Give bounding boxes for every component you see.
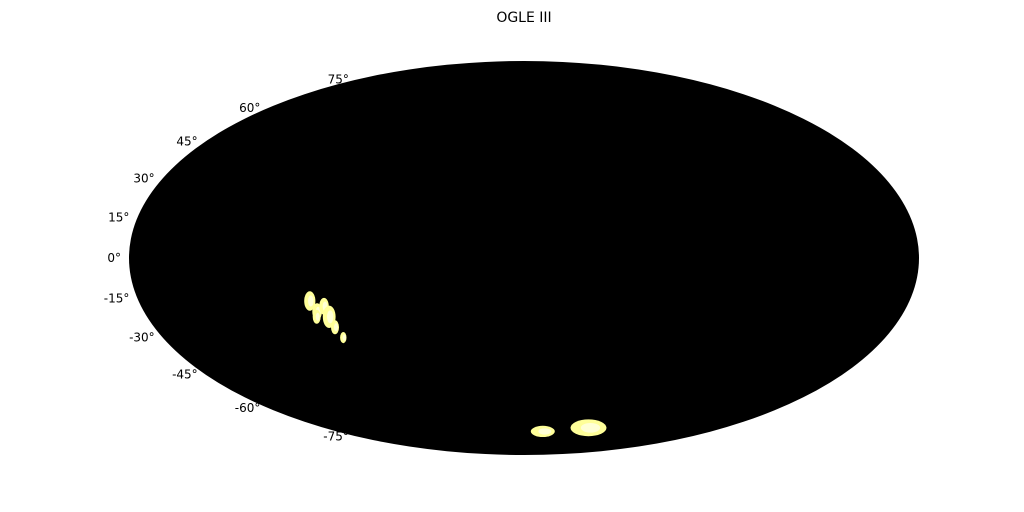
lat-tick-label: 60° bbox=[239, 101, 260, 115]
lat-tick-label: -60° bbox=[235, 401, 261, 415]
coverage-core bbox=[538, 428, 552, 435]
latitude-tick-labels: 75° 60° 45° 30° 15° 0° -15° -30° -45° -60° -75° bbox=[104, 73, 349, 444]
coverage-region bbox=[340, 332, 347, 344]
lat-tick-label: 45° bbox=[176, 134, 197, 148]
lat-tick-label: 30° bbox=[133, 171, 154, 185]
sky-ellipse bbox=[129, 61, 919, 455]
coverage-core bbox=[315, 312, 320, 321]
lat-tick-label: -75° bbox=[323, 430, 349, 444]
lat-tick-label: 75° bbox=[328, 73, 349, 87]
chart-title: OGLE III bbox=[496, 10, 551, 26]
coverage-core bbox=[580, 423, 601, 433]
coverage-core bbox=[342, 334, 346, 341]
lat-tick-label: -45° bbox=[172, 368, 198, 382]
coverage-region bbox=[304, 291, 316, 311]
lat-tick-label: -30° bbox=[129, 331, 155, 345]
coverage-region bbox=[570, 419, 607, 437]
coverage-core bbox=[334, 323, 338, 332]
coverage-region bbox=[530, 425, 555, 437]
coverage-region bbox=[331, 320, 339, 335]
lat-tick-label: 15° bbox=[108, 211, 129, 225]
coverage-region bbox=[312, 309, 321, 324]
coverage-core bbox=[308, 295, 314, 307]
lat-tick-label: 0° bbox=[107, 251, 121, 265]
lat-tick-label: -15° bbox=[104, 291, 130, 305]
coverage-regions bbox=[304, 291, 607, 437]
coverage-core bbox=[327, 310, 334, 324]
